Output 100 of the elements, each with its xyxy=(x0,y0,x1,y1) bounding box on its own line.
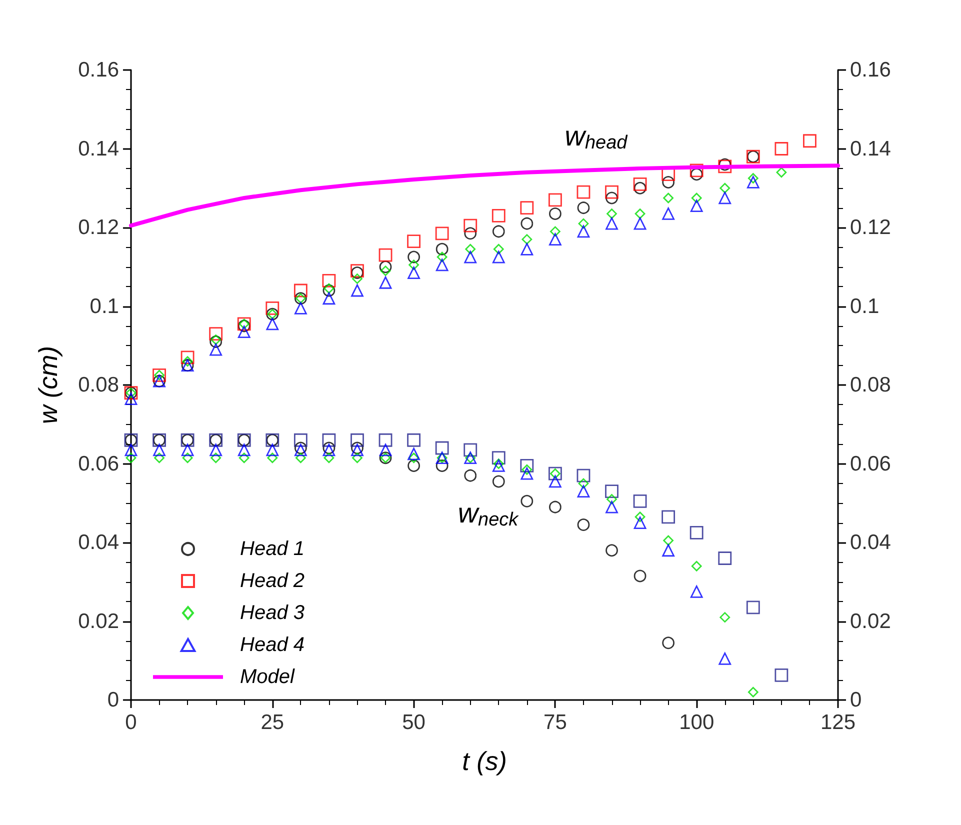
point xyxy=(210,343,222,356)
point xyxy=(690,526,704,540)
point xyxy=(492,250,505,264)
point xyxy=(746,600,760,614)
point xyxy=(550,226,560,237)
point xyxy=(352,452,362,464)
point xyxy=(379,444,392,456)
point xyxy=(436,258,448,272)
point xyxy=(634,570,646,582)
point xyxy=(578,478,589,489)
point xyxy=(436,242,448,256)
y-tick-label: 0.08 xyxy=(78,374,119,396)
point xyxy=(520,217,534,230)
point xyxy=(408,452,419,464)
y-tick-label: 0 xyxy=(107,688,119,712)
y2-tick-label: 0.1 xyxy=(850,294,880,318)
point xyxy=(718,192,732,204)
point xyxy=(436,252,448,262)
point xyxy=(435,226,449,240)
point xyxy=(322,274,336,288)
legend-label: Head 1 xyxy=(240,538,304,560)
y-tick-label: 0.1 xyxy=(90,294,119,318)
legend-label: Model xyxy=(240,666,296,688)
point xyxy=(662,510,676,524)
point xyxy=(549,233,562,246)
point xyxy=(576,468,590,482)
point xyxy=(378,433,392,447)
point xyxy=(124,392,138,405)
y-tick-label: 0.04 xyxy=(78,531,120,554)
y2-tick-label: 0.14 xyxy=(850,137,892,160)
point xyxy=(436,460,448,472)
point xyxy=(606,494,617,504)
point xyxy=(210,444,222,456)
point xyxy=(181,444,194,456)
point xyxy=(577,202,590,214)
y2-tick-label: 0.06 xyxy=(850,452,891,476)
point xyxy=(126,452,136,464)
point xyxy=(776,167,787,178)
point xyxy=(606,217,618,230)
point xyxy=(549,475,562,488)
point xyxy=(492,208,506,222)
point xyxy=(182,356,193,367)
point xyxy=(633,177,647,191)
point xyxy=(774,668,788,682)
point xyxy=(576,185,590,199)
point xyxy=(266,318,279,330)
point xyxy=(520,201,534,215)
point xyxy=(267,452,278,464)
x-axis-title: t (s) xyxy=(462,746,507,776)
point xyxy=(493,458,504,469)
x-tick-label: 125 xyxy=(820,711,856,734)
point xyxy=(408,266,420,279)
point xyxy=(634,208,646,219)
point xyxy=(690,168,703,181)
line-series xyxy=(129,164,840,228)
point xyxy=(663,535,674,546)
legend-label: Head 3 xyxy=(240,602,304,624)
point xyxy=(350,264,364,278)
point xyxy=(124,444,138,456)
point xyxy=(690,586,703,598)
point xyxy=(322,292,336,305)
point xyxy=(266,302,280,315)
point xyxy=(718,160,732,174)
point xyxy=(606,192,618,204)
point xyxy=(210,452,222,464)
point xyxy=(634,516,646,530)
point xyxy=(322,284,336,297)
point xyxy=(633,494,647,508)
point xyxy=(294,433,308,447)
point xyxy=(690,200,703,212)
y-tick-label: 0.12 xyxy=(78,216,119,239)
point xyxy=(577,485,590,498)
point xyxy=(634,512,646,522)
point xyxy=(605,185,618,199)
point xyxy=(182,452,193,464)
y-tick-label: 0.02 xyxy=(78,610,119,633)
point xyxy=(464,227,477,240)
point xyxy=(379,260,392,274)
point xyxy=(803,134,816,148)
point xyxy=(209,327,223,341)
y-tick-label: 0.06 xyxy=(78,452,119,476)
point xyxy=(520,494,534,508)
x-tick-label: 75 xyxy=(544,711,567,734)
point xyxy=(662,544,675,557)
point xyxy=(634,217,646,230)
point xyxy=(634,182,646,194)
point xyxy=(578,218,589,229)
point xyxy=(718,652,732,665)
x-tick-label: 100 xyxy=(679,711,714,734)
y2-tick-label: 0.04 xyxy=(850,531,892,554)
point xyxy=(577,518,590,531)
point xyxy=(464,218,478,232)
y2-tick-label: 0.08 xyxy=(850,374,891,396)
point xyxy=(408,250,420,264)
point xyxy=(748,686,758,698)
y2-tick-label: 0.12 xyxy=(850,216,891,239)
point xyxy=(379,276,392,289)
y-tick-label: 0.14 xyxy=(78,137,120,160)
point xyxy=(522,464,532,475)
point xyxy=(662,208,675,220)
